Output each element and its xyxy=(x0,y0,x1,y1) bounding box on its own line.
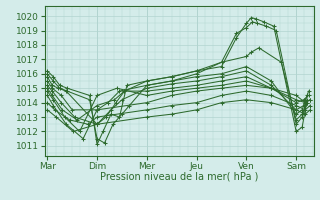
X-axis label: Pression niveau de la mer( hPa ): Pression niveau de la mer( hPa ) xyxy=(100,172,258,182)
